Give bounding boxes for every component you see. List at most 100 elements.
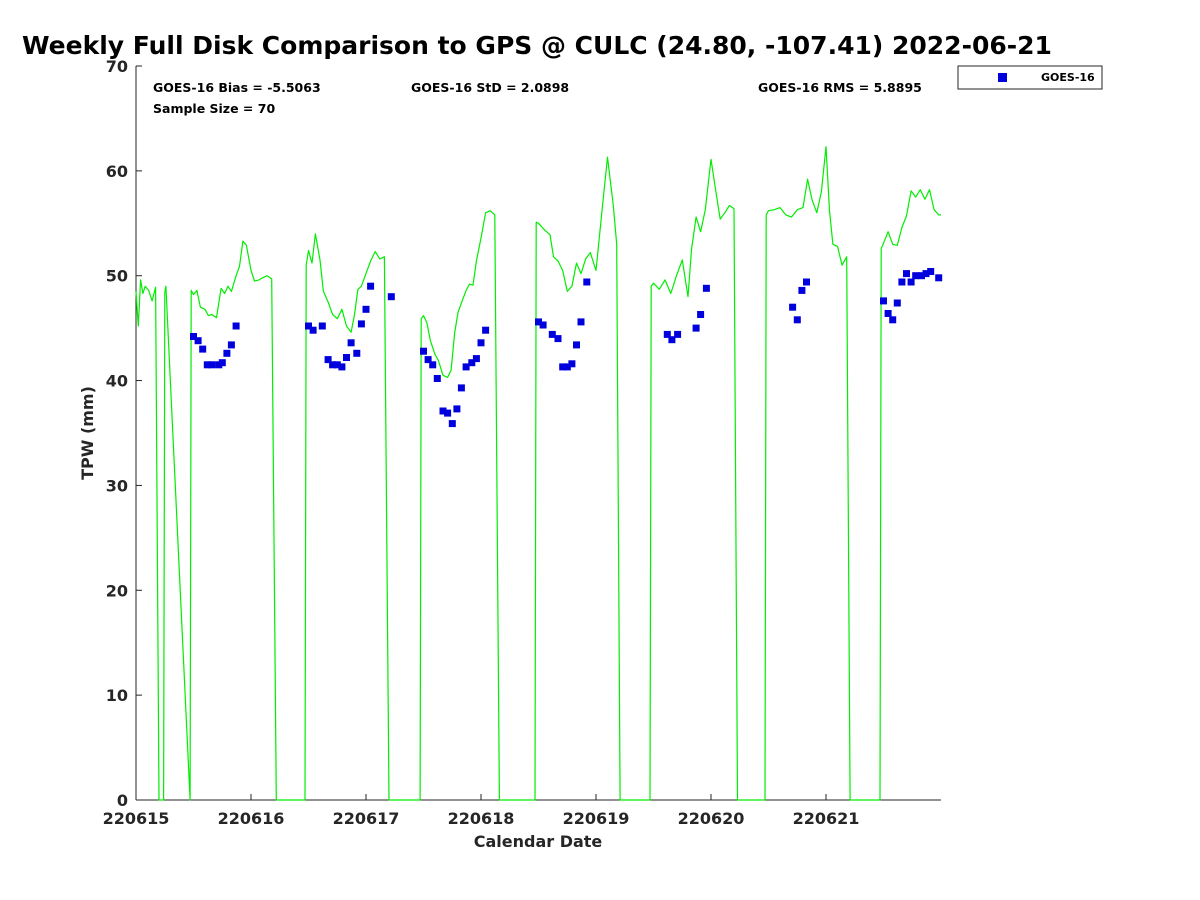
x-axis-label: Calendar Date <box>474 832 603 851</box>
goes16-point <box>429 361 437 369</box>
goes16-point <box>668 336 676 344</box>
goes16-point <box>333 361 341 369</box>
goes16-point <box>387 293 395 301</box>
goes16-point <box>347 339 355 347</box>
goes16-point <box>444 409 452 417</box>
goes16-point <box>309 326 317 334</box>
goes16-point <box>884 310 892 317</box>
chart-title: Weekly Full Disk Comparison to GPS @ CUL… <box>22 31 1052 60</box>
goes16-point <box>357 320 365 328</box>
x-tick-label: 220618 <box>448 809 515 828</box>
goes16-point <box>922 270 930 278</box>
goes16-point <box>568 360 576 368</box>
goes16-point <box>935 274 943 282</box>
goes16-point <box>674 330 682 338</box>
goes16-point <box>697 311 705 318</box>
goes16-point <box>477 339 485 347</box>
legend-marker-goes16 <box>998 73 1007 82</box>
y-tick-label: 0 <box>117 791 128 810</box>
goes16-point <box>559 363 567 371</box>
goes16-point <box>420 347 427 355</box>
goes16-point <box>232 322 240 330</box>
goes16-point <box>803 278 810 286</box>
goes16-point <box>218 359 226 367</box>
goes16-point <box>362 305 370 313</box>
gps-line-layer <box>135 146 941 801</box>
goes16-point <box>462 363 470 371</box>
goes16-point <box>453 405 461 413</box>
goes16-point <box>880 297 887 305</box>
goes16-point <box>223 349 231 357</box>
x-tick-label: 220619 <box>563 809 630 828</box>
y-axis-label: TPW (mm) <box>78 386 97 480</box>
goes16-point <box>554 335 562 343</box>
stat-sample-size: Sample Size = 70 <box>153 101 275 116</box>
goes16-point <box>468 359 476 367</box>
goes16-point <box>898 278 906 286</box>
goes16-point <box>472 355 480 363</box>
goes16-point <box>563 363 571 371</box>
gps-series-line <box>135 146 941 801</box>
goes16-point <box>318 322 326 330</box>
goes16-point <box>583 278 591 286</box>
goes16-point <box>889 316 897 324</box>
x-tick-label: 220620 <box>678 809 745 828</box>
plot-area: 0 10 20 30 40 50 60 70 220615 220616 220617 220618… <box>103 57 943 828</box>
y-tick-label: 60 <box>106 162 128 181</box>
goes16-point <box>927 268 935 275</box>
y-tick-label: 40 <box>106 372 128 391</box>
goes16-point <box>203 361 211 369</box>
y-tick-label: 70 <box>106 57 128 76</box>
goes16-point <box>539 321 547 329</box>
goes16-point <box>338 363 346 371</box>
goes16-point <box>227 341 235 349</box>
goes16-point <box>793 316 801 324</box>
legend-box <box>957 65 1103 90</box>
y-tick-label: 50 <box>106 267 128 286</box>
goes16-point <box>448 420 456 428</box>
y-tick-label: 30 <box>106 476 128 495</box>
goes16-point <box>199 345 207 353</box>
y-tick-label: 20 <box>106 581 128 600</box>
legend: GOES-16 <box>957 65 1103 90</box>
stat-std: GOES-16 StD = 2.0898 <box>411 80 569 95</box>
x-tick-label: 220621 <box>793 809 860 828</box>
goes16-marker-layer <box>190 268 943 428</box>
goes16-point <box>692 324 700 332</box>
goes16-point <box>548 330 556 338</box>
goes16-point <box>433 375 441 382</box>
goes16-point <box>353 349 361 357</box>
goes16-point <box>482 326 490 334</box>
legend-label-goes16: GOES-16 <box>1041 71 1095 84</box>
x-tick-label: 220617 <box>333 809 400 828</box>
goes16-point <box>343 354 350 361</box>
x-tick-label: 220615 <box>103 809 170 828</box>
goes16-point <box>573 341 580 349</box>
plot-background <box>136 66 941 800</box>
goes16-point <box>577 318 585 326</box>
goes16-point <box>907 278 915 286</box>
y-tick-label: 10 <box>106 686 128 705</box>
goes16-point <box>702 284 710 292</box>
stat-rms: GOES-16 RMS = 5.8895 <box>758 80 922 95</box>
goes16-point <box>912 272 920 280</box>
goes16-point <box>893 299 901 307</box>
goes16-point <box>329 361 337 369</box>
x-tick-layer: 220615 220616 220617 220618 220619 220620 2206… <box>103 794 860 828</box>
goes16-point <box>535 318 542 326</box>
stat-bias: GOES-16 Bias = -5.5063 <box>153 80 321 95</box>
goes16-point <box>789 303 797 311</box>
goes16-point <box>663 330 671 338</box>
y-tick-layer: 0 10 20 30 40 50 60 70 <box>106 57 142 810</box>
goes16-point <box>305 322 312 330</box>
goes16-point <box>798 286 806 294</box>
goes16-point <box>903 270 910 278</box>
goes16-point <box>367 282 375 290</box>
goes16-point <box>439 407 447 415</box>
goes16-point <box>457 384 465 392</box>
goes16-point <box>208 361 216 369</box>
goes16-point <box>324 356 332 364</box>
goes16-point <box>424 356 432 364</box>
goes16-point <box>194 337 202 345</box>
